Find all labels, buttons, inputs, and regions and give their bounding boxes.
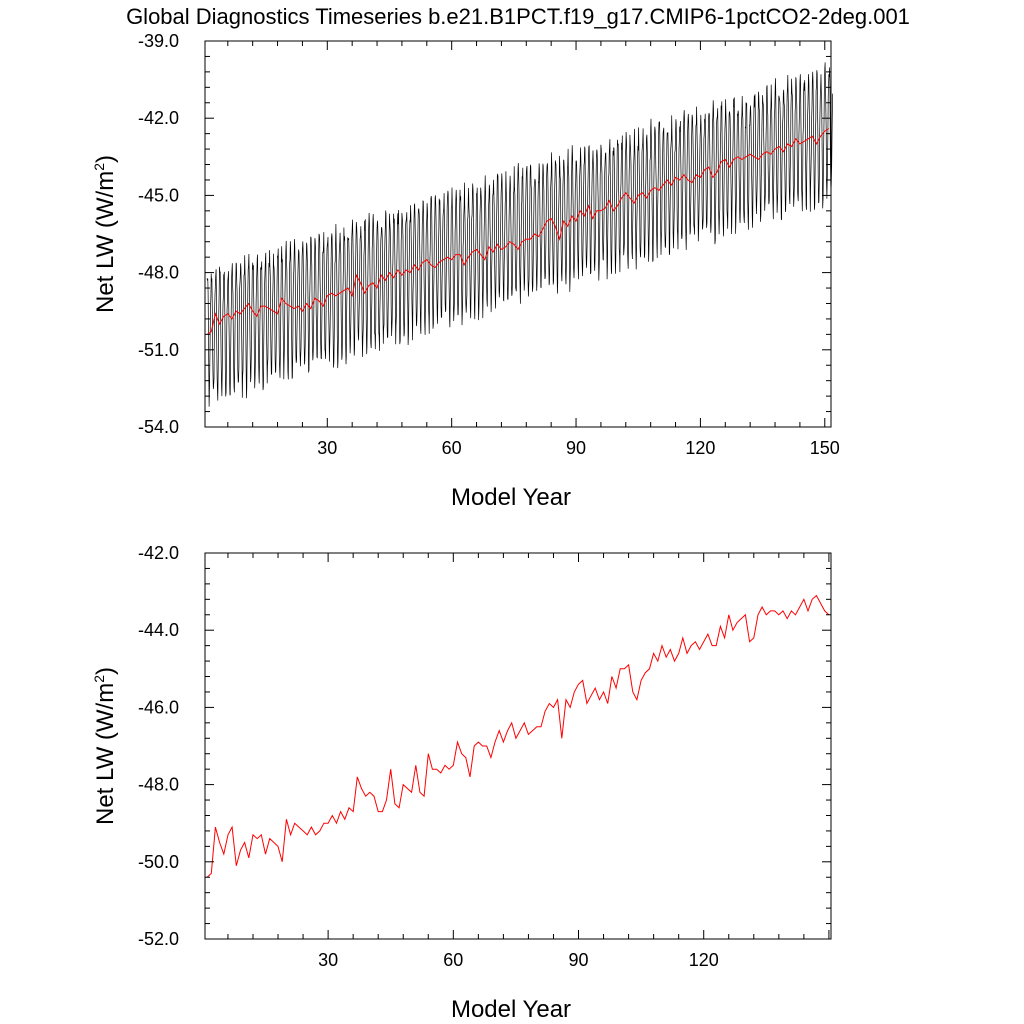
top-y-tick-label: -45.0	[138, 185, 179, 205]
top-y-axis-label: Net LW (W/m2)	[91, 155, 119, 313]
top-y-tick-label: -42.0	[138, 108, 179, 128]
bottom-y-tick-label: -52.0	[138, 929, 179, 949]
bottom-y-tick-label: -48.0	[138, 775, 179, 795]
top-y-tick-label: -54.0	[138, 417, 179, 437]
bottom-annual-line	[206, 594, 830, 878]
top-x-tick-label: 120	[685, 438, 715, 458]
bottom-x-tick-label: 30	[318, 950, 338, 970]
bottom-ticks: 30 60 90 120 -52.0 -50.0 -48.0 -46.0 -44.0 -42.0	[138, 543, 831, 970]
bottom-panel: 30 60 90 120-52.0-50.0-48.0-46.0-44.0-42.0 …	[91, 543, 832, 1023]
top-y-axis-label-close: )	[92, 155, 119, 163]
top-y-tick-label: -51.0	[138, 340, 179, 360]
top-y-tick-label: -48.0	[138, 263, 179, 283]
top-y-axis-label-sup: 2	[91, 163, 107, 171]
top-x-tick-label: 30	[317, 438, 337, 458]
figure-title: Global Diagnostics Timeseries b.e21.B1PC…	[126, 4, 910, 29]
top-y-tick-label: -39.0	[138, 31, 179, 51]
bottom-y-tick-label: -44.0	[138, 620, 179, 640]
bottom-plot-frame	[204, 552, 832, 940]
top-panel: 30 60 90 120 150 -54.0 -51.0 -48.0 -45.0 -42.0 -39…	[91, 31, 840, 511]
bottom-y-axis-label: Net LW (W/m2)	[91, 667, 119, 825]
bottom-y-tick-label: -46.0	[138, 697, 179, 717]
top-x-tick-label: 90	[566, 438, 586, 458]
bottom-series-group	[206, 594, 830, 878]
top-x-tick-label: 150	[810, 438, 840, 458]
top-monthly-line	[206, 62, 834, 407]
top-ticks: 30 60 90 120 150 -54.0 -51.0 -48.0 -45.0 -42.0 -39…	[138, 31, 840, 458]
top-annual-line	[206, 128, 830, 335]
top-plot-frame	[204, 40, 832, 428]
bottom-y-axis-label-main: Net LW (W/m	[92, 683, 119, 825]
bottom-y-axis-label-close: )	[92, 667, 119, 675]
bottom-x-tick-label: 90	[568, 950, 588, 970]
top-x-axis-label: Model Year	[451, 484, 571, 511]
top-series-group	[206, 62, 834, 407]
bottom-x-tick-label: 60	[443, 950, 463, 970]
bottom-y-tick-label: -50.0	[138, 852, 179, 872]
bottom-x-tick-label: 120	[689, 950, 719, 970]
top-y-axis-label-main: Net LW (W/m	[92, 171, 119, 313]
bottom-x-axis-label: Model Year	[451, 996, 571, 1023]
bottom-y-axis-label-sup: 2	[91, 675, 107, 683]
bottom-y-tick-label: -42.0	[138, 543, 179, 563]
top-x-tick-label: 60	[442, 438, 462, 458]
